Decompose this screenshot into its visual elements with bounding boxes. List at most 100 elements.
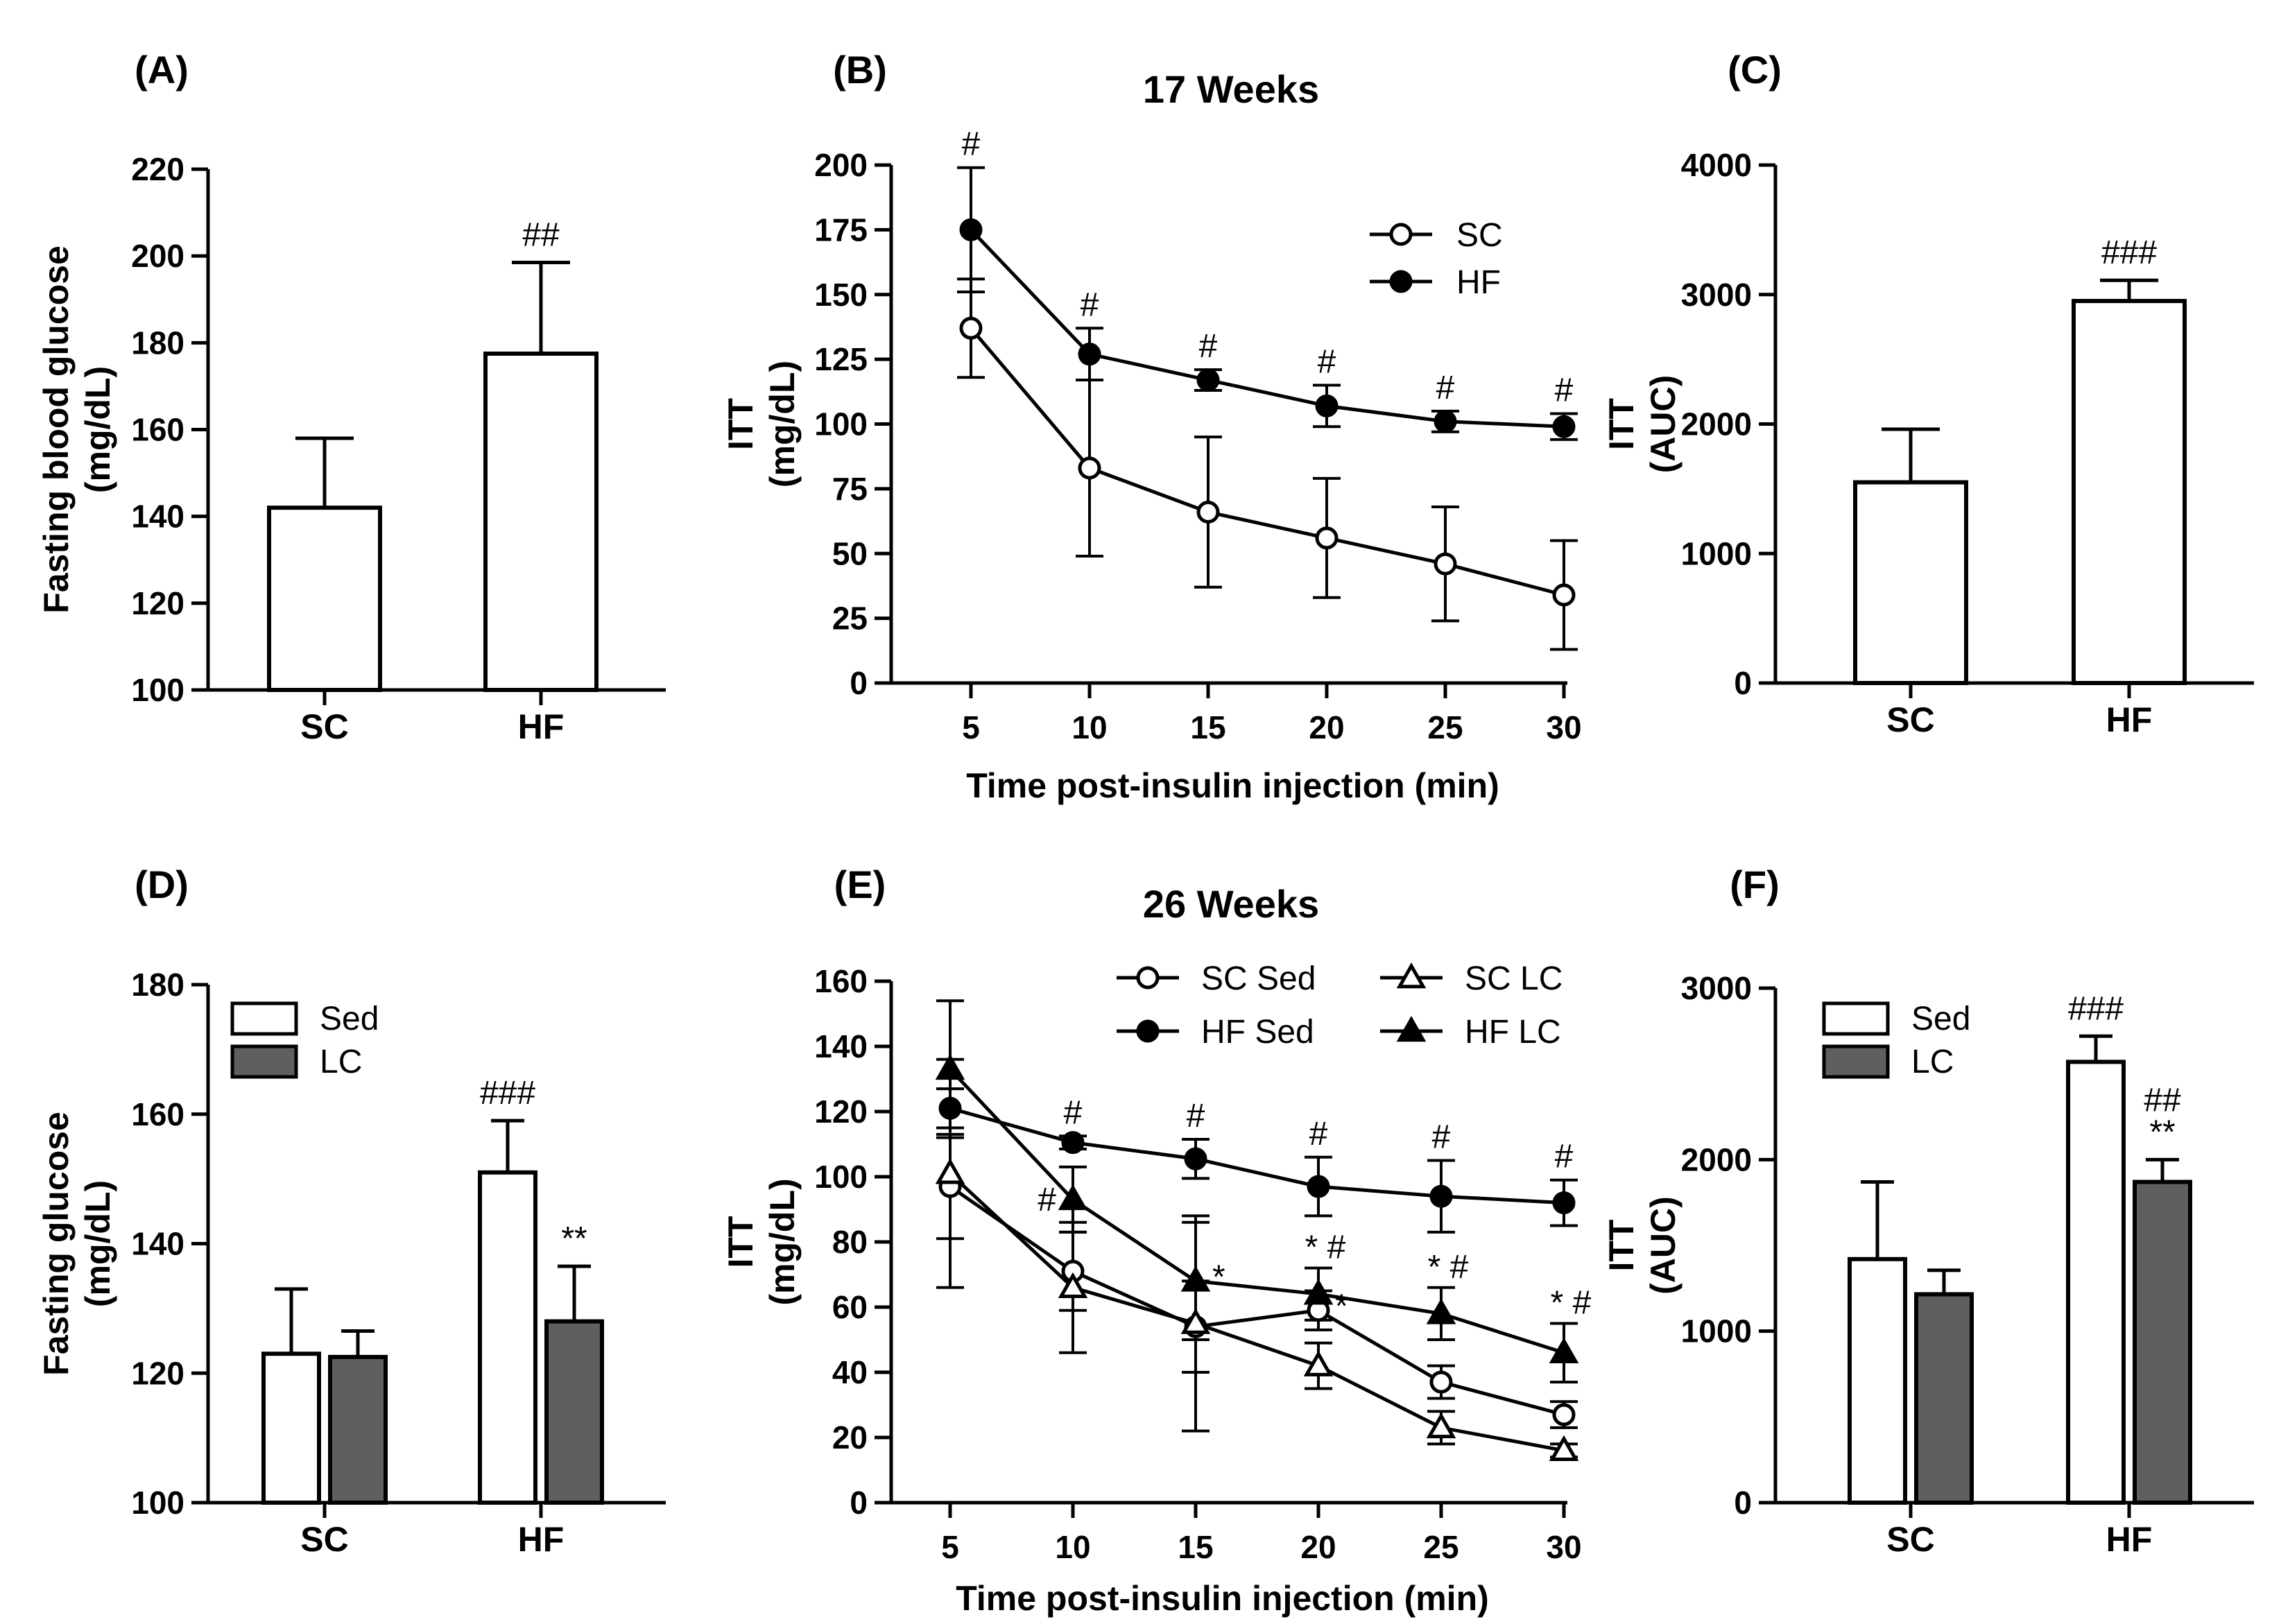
legend-label-D-LC: LC: [320, 1044, 362, 1080]
data-point-E-SC LC: [935, 1158, 965, 1184]
significance-mark-E: *: [1212, 1259, 1225, 1295]
legend-swatch-D-Sed: [230, 1001, 298, 1036]
y-axis-label-A: (mg/dL): [78, 366, 117, 493]
x-axis-label-E: Time post-insulin injection (min): [956, 1579, 1489, 1618]
legend-marker-E-SC LC: [1396, 962, 1427, 989]
x-category-label-F: SC: [1886, 1520, 1934, 1559]
significance-mark-E: #: [1432, 1119, 1451, 1156]
panel-label-C: (C): [1728, 48, 1782, 92]
legend-marker-B-SC: [1389, 223, 1413, 246]
significance-mark-C: ###: [2101, 234, 2157, 271]
bar-A-value-SC: [267, 506, 382, 693]
data-point-E-SC LC: [1426, 1412, 1456, 1439]
y-axis-label-C: ITT: [1602, 398, 1641, 450]
bar-D-LC-SC: [328, 1354, 388, 1505]
x-tick-label-E: 30: [1546, 1529, 1581, 1565]
data-point-E-HF LC: [1303, 1279, 1334, 1305]
y-tick-label-E: 80: [832, 1224, 868, 1260]
significance-mark-E: #: [1187, 1098, 1205, 1134]
y-tick-label-D: 180: [131, 967, 184, 1003]
y-tick-label-D: 140: [131, 1226, 184, 1262]
legend-marker-B-HF: [1389, 270, 1413, 293]
y-tick-label-D: 100: [131, 1485, 184, 1521]
legend-label-B-SC: SC: [1456, 217, 1503, 254]
y-tick-label-C: 4000: [1681, 147, 1752, 183]
data-point-B-SC: [959, 316, 983, 340]
y-tick-label-A: 100: [131, 672, 184, 708]
x-category-label-C: SC: [1886, 700, 1934, 739]
series-line-E-SC Sed: [949, 1185, 1565, 1417]
legend-swatch-F-LC: [1822, 1044, 1890, 1079]
y-tick-label-E: 100: [814, 1159, 868, 1195]
data-point-B-SC: [1315, 526, 1339, 550]
x-tick-label-B: 10: [1072, 709, 1107, 745]
y-tick-label-C: 3000: [1681, 277, 1752, 313]
legend-swatch-F-Sed: [1822, 1001, 1890, 1036]
bar-D-Sed-HF: [478, 1170, 537, 1505]
bar-D-LC-HF: [544, 1319, 604, 1505]
y-tick-label-A: 220: [131, 151, 184, 187]
panel-label-E: (E): [834, 863, 886, 906]
x-category-label-D: HF: [518, 1520, 565, 1559]
y-tick-label-A: 180: [131, 325, 184, 361]
y-tick-label-D: 160: [131, 1096, 184, 1132]
data-point-B-HF: [1434, 410, 1457, 433]
chart-title-E: 26 Weeks: [1143, 882, 1319, 926]
significance-mark-D: ###: [480, 1075, 535, 1112]
bar-C-value-HF: [2072, 299, 2187, 685]
y-tick-label-B: 50: [832, 535, 868, 571]
data-point-B-HF: [1078, 343, 1101, 366]
significance-mark-D: **: [561, 1220, 587, 1257]
data-point-B-HF: [1552, 415, 1576, 438]
y-tick-label-B: 75: [832, 471, 868, 507]
x-tick-label-B: 25: [1427, 709, 1463, 745]
y-tick-label-E: 60: [832, 1289, 868, 1325]
significance-mark-B: #: [1081, 286, 1099, 323]
data-point-E-HF LC: [935, 1053, 965, 1080]
legend-label-F-Sed: Sed: [1911, 1001, 1970, 1037]
y-axis-label-A: Fasting blood glucose: [37, 245, 76, 614]
y-tick-label-E: 0: [850, 1485, 868, 1521]
y-tick-label-D: 120: [131, 1355, 184, 1391]
data-point-E-SC LC: [1180, 1308, 1211, 1334]
y-tick-label-B: 175: [814, 211, 868, 248]
y-tick-label-B: 200: [814, 147, 868, 183]
significance-mark-F: ###: [2068, 990, 2124, 1027]
y-axis-label-C: (AUC): [1644, 375, 1683, 474]
data-point-E-HF Sed: [1429, 1184, 1453, 1208]
panel-label-D: (D): [135, 863, 189, 906]
bar-F-Sed-SC: [1848, 1256, 1907, 1505]
significance-mark-F: ##: [2144, 1082, 2181, 1118]
legend-label-E-SC Sed: SC Sed: [1201, 960, 1316, 997]
y-tick-label-B: 150: [814, 277, 868, 313]
bar-C-value-SC: [1853, 480, 1968, 685]
significance-mark-E: #: [1064, 1094, 1083, 1131]
series-line-E-SC LC: [949, 1172, 1565, 1453]
legend-label-E-HF Sed: HF Sed: [1201, 1014, 1314, 1051]
x-tick-label-E: 10: [1055, 1529, 1090, 1565]
significance-mark-B: #: [1555, 372, 1574, 409]
significance-mark-A: ##: [522, 217, 560, 254]
legend-swatch-D-LC: [230, 1044, 298, 1079]
x-axis-label-B: Time post-insulin injection (min): [966, 766, 1499, 805]
y-tick-label-B: 25: [832, 601, 868, 637]
data-point-E-SC Sed: [1552, 1403, 1576, 1426]
bar-F-Sed-HF: [2066, 1060, 2126, 1505]
panel-label-A: (A): [135, 48, 189, 92]
data-point-E-HF LC: [1549, 1337, 1579, 1364]
series-line-B-SC: [970, 327, 1565, 597]
legend-label-F-LC: LC: [1911, 1044, 1954, 1080]
legend-marker-E-HF Sed: [1136, 1019, 1160, 1043]
y-tick-label-B: 125: [814, 341, 868, 377]
y-tick-label-E: 140: [814, 1028, 868, 1064]
data-point-E-SC LC: [1058, 1272, 1088, 1299]
significance-mark-B: #: [1199, 328, 1218, 365]
x-tick-label-E: 25: [1423, 1529, 1458, 1565]
significance-mark-E: #: [1555, 1139, 1574, 1175]
significance-mark-E: *: [1335, 1288, 1348, 1325]
chart-title-B: 17 Weeks: [1143, 67, 1319, 111]
y-tick-label-F: 1000: [1681, 1313, 1752, 1349]
x-category-label-D: SC: [300, 1520, 348, 1559]
data-point-B-SC: [1552, 583, 1576, 607]
x-category-label-A: HF: [518, 707, 565, 746]
